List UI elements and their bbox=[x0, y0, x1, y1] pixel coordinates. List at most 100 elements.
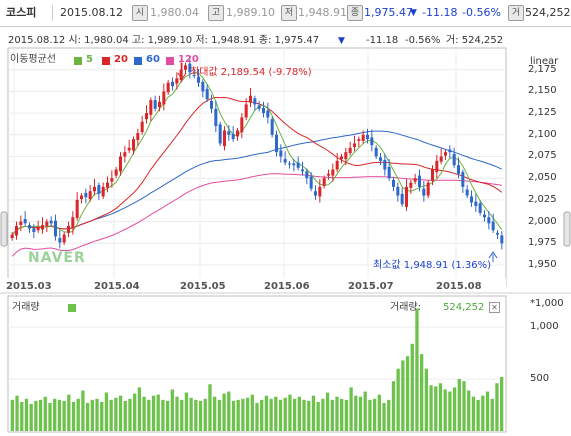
candle-body bbox=[170, 81, 175, 87]
volume-bar bbox=[363, 391, 367, 431]
volume-bar bbox=[382, 402, 386, 431]
candle-body bbox=[71, 217, 75, 229]
volume-bar bbox=[194, 399, 198, 431]
ma20-label: 20 bbox=[114, 54, 128, 65]
close-icon: 종 bbox=[347, 5, 363, 21]
candle-body bbox=[474, 201, 478, 206]
candle-body bbox=[326, 173, 331, 176]
candle-body bbox=[487, 217, 491, 224]
ma120-label: 120 bbox=[178, 54, 199, 65]
candle-body bbox=[313, 191, 318, 196]
price-tick-label: 1,975 bbox=[528, 237, 557, 249]
volume-bar bbox=[62, 400, 66, 431]
header-open: 1,980.04 bbox=[150, 6, 199, 19]
candle-body bbox=[292, 163, 296, 166]
candle-body bbox=[404, 186, 409, 207]
right-scroll-handle[interactable] bbox=[563, 211, 571, 247]
ma20-line bbox=[11, 96, 503, 235]
volume-bar bbox=[114, 397, 118, 431]
volume-bar bbox=[123, 400, 127, 431]
volume-bar bbox=[208, 384, 212, 431]
candle-body bbox=[443, 152, 448, 156]
volume-bar bbox=[269, 398, 273, 431]
volume-bar bbox=[20, 401, 24, 431]
candle-body bbox=[227, 131, 231, 135]
candle-body bbox=[257, 105, 261, 109]
volume-bar bbox=[156, 394, 160, 431]
volume-bar bbox=[307, 400, 311, 431]
candle-body bbox=[248, 95, 253, 103]
time-tick-label: 2015.04 bbox=[94, 281, 140, 292]
candle-body bbox=[300, 169, 305, 172]
volume-bar bbox=[330, 399, 334, 431]
volume-bar bbox=[29, 404, 33, 431]
candle-body bbox=[439, 156, 443, 162]
volume-bar bbox=[198, 400, 203, 431]
volume-bar bbox=[278, 399, 283, 431]
candle-body bbox=[495, 232, 500, 235]
volume-bar bbox=[316, 401, 320, 431]
volume-title: 거래량 bbox=[12, 302, 40, 313]
candle-body bbox=[149, 100, 153, 115]
volume-bar bbox=[34, 400, 38, 431]
candle-body bbox=[235, 130, 240, 137]
candle-body bbox=[365, 134, 370, 140]
volume-bar bbox=[340, 398, 344, 431]
volume-bar bbox=[161, 399, 165, 431]
candle-body bbox=[75, 199, 79, 219]
volume-bar bbox=[448, 391, 452, 431]
volume-bar bbox=[255, 402, 259, 431]
volume-bar bbox=[24, 398, 29, 431]
candle-body bbox=[318, 186, 322, 197]
volume-bar bbox=[165, 400, 170, 431]
ma60-label: 60 bbox=[146, 54, 160, 65]
candle-body bbox=[222, 130, 227, 147]
candle-body bbox=[409, 182, 413, 188]
candle-body bbox=[66, 225, 71, 233]
candle-body bbox=[201, 81, 205, 92]
candle-body bbox=[175, 78, 179, 84]
ma120-swatch bbox=[166, 57, 174, 65]
candle-body bbox=[19, 221, 23, 226]
time-tick-label: 2015.08 bbox=[436, 281, 482, 292]
candle-body bbox=[270, 119, 274, 135]
candle-body bbox=[209, 100, 214, 109]
left-scroll-handle[interactable] bbox=[0, 211, 8, 247]
volume-bar bbox=[368, 399, 372, 431]
info-change-pct: -0.56% bbox=[405, 35, 441, 46]
scale-label[interactable]: linear bbox=[530, 56, 559, 67]
volume-bar bbox=[81, 390, 85, 431]
candle-body bbox=[456, 165, 461, 174]
candle-body bbox=[205, 88, 209, 100]
volume-bar bbox=[377, 394, 381, 431]
volume-bar bbox=[53, 398, 57, 431]
close-panel-icon[interactable]: ✕ bbox=[489, 302, 500, 313]
candle-body bbox=[500, 235, 504, 244]
volume-bar bbox=[288, 394, 292, 431]
candle-body bbox=[153, 100, 157, 109]
volume-bar bbox=[100, 401, 104, 431]
x-axis-strip bbox=[0, 278, 506, 292]
ma5-swatch bbox=[74, 57, 82, 65]
volume-icon: 거 bbox=[508, 5, 524, 21]
candle-body bbox=[105, 182, 110, 188]
candle-body bbox=[53, 220, 58, 237]
candle-body bbox=[422, 188, 426, 196]
candle-body bbox=[79, 195, 84, 200]
candle-body bbox=[162, 91, 166, 105]
volume-bar bbox=[438, 383, 443, 431]
candle-body bbox=[430, 169, 435, 181]
volume-bar bbox=[457, 379, 461, 431]
candle-body bbox=[58, 238, 62, 243]
volume-tick-label: 1,000 bbox=[530, 321, 559, 333]
ma20-path bbox=[11, 96, 503, 235]
volume-bar bbox=[137, 387, 142, 431]
candle-body bbox=[296, 162, 300, 168]
volume-bar bbox=[354, 395, 358, 431]
candle-body bbox=[391, 179, 396, 187]
volume-swatch bbox=[68, 304, 76, 312]
volume-bar bbox=[283, 397, 287, 431]
volume-bar bbox=[133, 393, 137, 431]
volume-bars bbox=[10, 308, 504, 431]
candle-body bbox=[287, 163, 292, 165]
